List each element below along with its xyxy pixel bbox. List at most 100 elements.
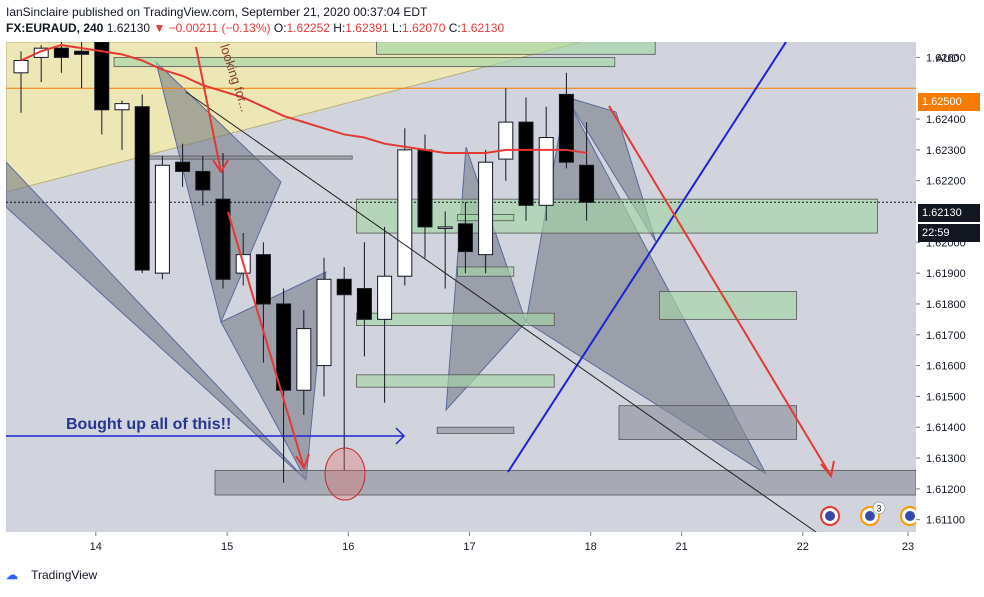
price-change: −0.00211 (−0.13%)	[168, 21, 271, 35]
candle-down[interactable]	[175, 161, 191, 172]
candle-down[interactable]	[457, 223, 473, 253]
candle-up[interactable]	[316, 278, 332, 367]
candle-down[interactable]	[417, 149, 433, 228]
price-tick-label: 1.61100	[926, 515, 965, 527]
economic-event-group-icon[interactable]: 3	[860, 501, 886, 526]
economic-event-icon[interactable]	[820, 506, 840, 526]
candle-up[interactable]	[377, 275, 393, 320]
last-price: 1.62130	[106, 21, 151, 35]
zone-gray[interactable]	[436, 426, 515, 434]
support-zone-green[interactable]	[376, 42, 656, 55]
down-arrow-icon: ▼	[153, 21, 166, 35]
candle-down[interactable]	[336, 278, 352, 296]
price-axis[interactable]: AUD 1.62600 1.62400 1.62300 1.62200 1.62000 1…	[916, 42, 984, 532]
date-tick-label: 15	[221, 541, 233, 553]
tradingview-cloud-icon: ☁	[6, 568, 18, 582]
date-tick-label: 17	[463, 541, 475, 553]
support-zone-green[interactable]	[355, 374, 555, 388]
support-zone-green[interactable]	[355, 198, 878, 234]
candle-down[interactable]	[94, 42, 110, 111]
red-arrowhead-3-icon	[820, 460, 835, 479]
candle-up[interactable]	[437, 226, 453, 229]
buy-area-ellipse[interactable]	[324, 447, 366, 501]
economic-event-2-icon[interactable]	[900, 506, 916, 526]
date-tick-label: 22	[797, 541, 809, 553]
publisher-line: IanSinclaire published on TradingView.co…	[6, 5, 428, 19]
price-tick-label: 1.62600	[926, 52, 966, 64]
candle-down[interactable]	[255, 254, 271, 305]
low-value: 1.62070	[402, 21, 446, 35]
symbol-line: FX:EURAUD, 240 1.62130 ▼ −0.00211 (−0.13…	[6, 20, 906, 36]
candle-down[interactable]	[134, 106, 150, 271]
countdown-tag: 22:59	[918, 224, 980, 242]
candle-down[interactable]	[518, 121, 534, 206]
currency-label: AUD	[936, 53, 959, 65]
price-tick-label: 1.61700	[926, 330, 966, 342]
open-value: 1.62252	[286, 21, 330, 35]
bought-up-text: Bought up all of this!!	[66, 416, 231, 433]
moving-average-line[interactable]	[20, 44, 587, 154]
price-tick-label: 1.61500	[926, 391, 966, 403]
candle-up[interactable]	[154, 164, 170, 274]
symbol-name[interactable]: FX:EURAUD, 240	[6, 21, 104, 35]
pattern-triangle[interactable]	[220, 271, 327, 482]
price-tick-label: 1.62300	[926, 145, 966, 157]
candle-up[interactable]	[33, 47, 49, 58]
tradingview-logo[interactable]: ☁ TradingView	[6, 568, 97, 588]
candle-down[interactable]	[558, 93, 574, 163]
price-tick-label: 1.61400	[926, 422, 966, 434]
marked-price-tag: 1.62500	[918, 93, 980, 111]
price-tick-label: 1.62200	[926, 176, 966, 188]
date-tick-label: 21	[675, 541, 687, 553]
candle-up[interactable]	[296, 328, 312, 391]
red-arrowhead-2-icon	[295, 453, 310, 471]
yellow-triangle-drawing[interactable]	[6, 42, 582, 193]
candle-down[interactable]	[579, 164, 595, 203]
black-trend-line[interactable]	[185, 91, 817, 532]
candle-up[interactable]	[13, 59, 29, 74]
price-tick-label: 1.61300	[926, 453, 966, 465]
chart-header: IanSinclaire published on TradingView.co…	[6, 4, 906, 38]
time-axis[interactable]: 14 15 16 17 18 21 22 23	[6, 532, 916, 560]
candle-down[interactable]	[74, 50, 90, 55]
chart-pane[interactable]: looking for... Bought up all of this!! 3	[6, 42, 916, 532]
close-value: 1.62130	[460, 21, 505, 35]
date-tick-label: 18	[585, 541, 597, 553]
date-tick-label: 16	[342, 541, 354, 553]
candle-down[interactable]	[195, 170, 211, 191]
red-arrow-2[interactable]	[227, 211, 305, 469]
event-count-badge: 3	[877, 504, 882, 514]
high-label: H:	[333, 21, 346, 35]
open-label: O:	[273, 21, 287, 35]
red-arrow-1[interactable]	[195, 46, 222, 173]
price-tick-label: 1.62400	[926, 114, 966, 126]
candle-up[interactable]	[397, 149, 413, 277]
pattern-triangle[interactable]	[155, 60, 282, 324]
candle-down[interactable]	[53, 47, 69, 58]
candle-up[interactable]	[114, 103, 130, 111]
candle-up[interactable]	[498, 121, 514, 160]
blue-arrowhead-icon	[395, 427, 406, 445]
support-zone-green[interactable]	[113, 57, 616, 68]
price-tick-label: 1.61600	[926, 361, 966, 373]
candle-up[interactable]	[538, 137, 554, 206]
zone-gray[interactable]	[214, 469, 916, 496]
support-zone-green[interactable]	[355, 312, 555, 326]
price-tick-label: 1.61900	[926, 268, 966, 280]
pattern-triangle[interactable]	[6, 161, 307, 481]
candle-down[interactable]	[356, 288, 372, 320]
brand-name: TradingView	[31, 568, 98, 582]
candle-up[interactable]	[478, 161, 494, 256]
blue-trend-line[interactable]	[507, 42, 787, 473]
candle-down[interactable]	[276, 303, 292, 391]
price-chart[interactable]: looking for... Bought up all of this!! 3	[6, 42, 916, 532]
high-value: 1.62391	[345, 21, 389, 35]
candle-down[interactable]	[215, 198, 231, 280]
date-tick-label: 23	[902, 541, 914, 553]
red-arrow-3[interactable]	[608, 105, 832, 477]
current-price-tag: 1.62130	[918, 204, 980, 222]
zone-gray[interactable]	[143, 155, 353, 160]
date-tick-label: 14	[90, 541, 102, 553]
red-arrowhead-1-icon	[212, 159, 229, 174]
zone-gray[interactable]	[618, 405, 798, 440]
